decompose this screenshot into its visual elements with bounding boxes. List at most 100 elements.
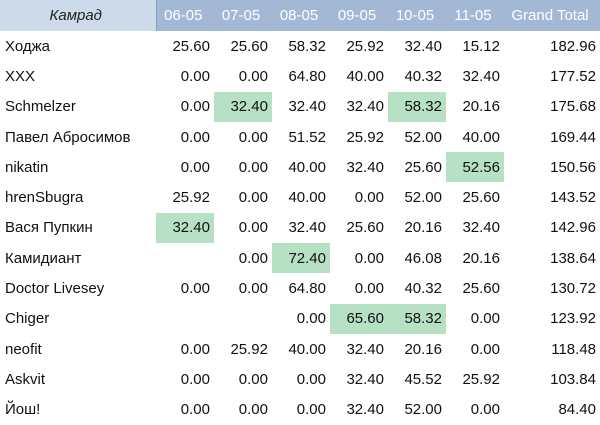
value-cell: 20.16 [404,340,442,358]
value-cell: 32.40 [156,212,214,244]
value-cell: 32.40 [346,98,384,116]
value-cell: 25.60 [346,219,384,237]
value-cell: 0.00 [470,310,500,328]
value-cell: 52.00 [404,128,442,146]
value-cell: 20.16 [404,219,442,237]
grand-total-cell: 138.64 [550,249,596,267]
value-cell: 25.60 [404,158,442,176]
table-row: Chiger 0.00 65.60 58.32 0.00 123.92 [0,303,600,334]
value-cell: 25.92 [230,340,268,358]
value-cell: 32.40 [346,401,384,419]
table-row: nikatin 0.00 0.00 40.00 32.40 25.60 52.56 150.5… [0,152,600,183]
column-header: 10-05 [388,0,446,31]
value-cell: 25.60 [462,189,500,207]
value-cell: 25.60 [172,37,210,55]
value-cell: 0.00 [238,249,268,267]
table-row: XXX 0.00 0.00 64.80 40.00 40.32 32.40 177.52 [0,61,600,91]
value-cell: 0.00 [470,340,500,358]
grand-total-cell: 182.96 [550,37,596,55]
corner-header: Камрад [0,0,157,31]
value-cell [156,243,214,273]
value-cell: 25.60 [230,37,268,55]
value-cell: 52.56 [446,152,504,183]
value-cell: 40.00 [288,189,326,207]
row-name: neofit [5,340,42,358]
value-cell: 32.40 [288,98,326,116]
value-cell: 0.00 [238,128,268,146]
value-cell: 32.40 [346,158,384,176]
column-header: 08-05 [272,0,330,31]
value-cell: 15.12 [462,37,500,55]
table-row: Askvit 0.00 0.00 0.00 32.40 45.52 25.92 103.84 [0,364,600,394]
value-cell: 0.00 [238,370,268,388]
value-cell: 64.80 [288,280,326,298]
header-row: Камрад 06-05 07-05 08-05 09-05 10-05 11-05 Gra… [0,0,600,31]
grand-total-cell: 143.52 [550,189,596,207]
column-header: 06-05 [156,0,214,31]
value-cell: 0.00 [354,249,384,267]
row-name: nikatin [5,158,49,176]
table-body: Ходжа 25.60 25.60 58.32 25.92 32.40 15.12 182.9… [0,31,600,425]
row-name: Chiger [5,310,50,328]
value-cell: 58.32 [388,91,446,122]
row-name: Йош! [5,401,41,419]
grand-total-cell: 123.92 [550,310,596,328]
value-cell: 64.80 [288,67,326,85]
value-cell: 58.32 [388,303,446,334]
row-name: Вася Пупкин [5,219,93,237]
value-cell: 0.00 [180,401,210,419]
grand-total-cell: 142.96 [550,219,596,237]
value-cell: 0.00 [296,310,326,328]
value-cell: 40.00 [288,340,326,358]
row-name: Камидиант [5,249,82,267]
table-row: Павел Абросимов 0.00 0.00 51.52 25.92 52.00 40… [0,122,600,152]
value-cell: 25.92 [346,37,384,55]
grand-total-cell: 84.40 [558,401,596,419]
value-cell: 52.00 [404,189,442,207]
row-name: XXX [5,67,36,85]
value-cell: 0.00 [180,370,210,388]
value-cell: 40.00 [346,67,384,85]
value-cell: 32.40 [346,370,384,388]
grand-total-cell: 130.72 [550,280,596,298]
row-name: Schmelzer [5,98,76,116]
value-cell: 0.00 [238,401,268,419]
value-cell: 65.60 [330,303,388,334]
value-cell: 25.92 [172,189,210,207]
row-name: Ходжа [5,37,50,55]
value-cell: 58.32 [288,37,326,55]
value-cell: 52.00 [404,401,442,419]
value-cell: 0.00 [238,67,268,85]
grand-total-cell: 103.84 [550,370,596,388]
value-cell: 0.00 [180,340,210,358]
row-name: Askvit [5,370,46,388]
grand-total-cell: 118.48 [551,340,596,358]
value-cell: 25.92 [346,128,384,146]
value-cell: 0.00 [180,98,210,116]
value-cell: 40.00 [462,128,500,146]
grand-total-cell: 175.68 [550,98,596,116]
table-row: Йош! 0.00 0.00 0.00 32.40 52.00 0.00 84.40 [0,395,600,425]
table-row: Doctor Livesey 0.00 0.00 64.80 0.00 40.32 25.6… [0,273,600,303]
value-cell: 0.00 [180,128,210,146]
table-row: Вася Пупкин 32.40 0.00 32.40 25.60 20.16 32.40… [0,212,600,244]
row-name: hrenSbugra [5,189,84,207]
value-cell: 46.08 [404,249,442,267]
value-cell: 0.00 [238,280,268,298]
grand-total-cell: 169.44 [550,128,596,146]
grand-total-cell: 150.56 [550,158,596,176]
value-cell: 45.52 [404,370,442,388]
column-header: 11-05 [446,0,504,31]
value-cell: 25.60 [462,280,500,298]
value-cell: 0.00 [238,158,268,176]
value-cell: 32.40 [214,91,272,122]
value-cell: 0.00 [180,280,210,298]
column-header: 07-05 [214,0,272,31]
grand-total-cell: 177.52 [550,67,596,85]
value-cell: 20.16 [462,98,500,116]
value-cell: 0.00 [180,67,210,85]
grand-total-header: Grand Total [504,0,600,31]
value-cell: 32.40 [346,340,384,358]
value-cell: 0.00 [354,280,384,298]
